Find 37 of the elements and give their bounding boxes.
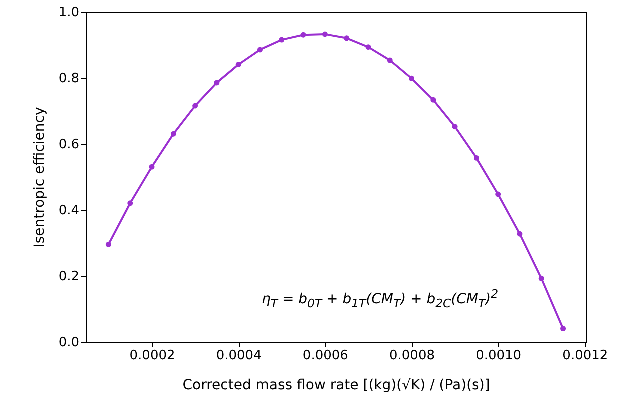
x-tick-label: 0.0008 — [390, 348, 436, 364]
point — [258, 47, 263, 53]
point — [517, 231, 523, 237]
point — [149, 164, 155, 170]
point — [409, 76, 414, 82]
point — [452, 124, 458, 130]
point — [344, 36, 350, 42]
x-tick-label: 0.0010 — [476, 348, 522, 364]
y-tick-label: 0.6 — [58, 138, 80, 152]
point — [322, 32, 328, 38]
y-tick-label: 1.0 — [58, 6, 80, 20]
x-tick-label: 0.0004 — [216, 348, 262, 364]
point — [560, 326, 566, 332]
point — [300, 32, 306, 38]
point — [170, 131, 176, 137]
x-axis-title: Corrected mass flow rate [(kg)(√K) / (Pa)(s)] — [182, 378, 490, 394]
point — [430, 97, 436, 103]
point — [128, 200, 134, 206]
point — [366, 44, 372, 50]
point — [279, 37, 285, 43]
x-tick-label: 0.0012 — [562, 348, 608, 364]
y-tick-label: 0.8 — [58, 72, 80, 86]
y-tick-label: 0.4 — [58, 204, 80, 218]
point — [387, 58, 393, 64]
point — [496, 192, 502, 198]
y-tick-label: 0.0 — [58, 336, 80, 350]
point — [192, 103, 198, 109]
point — [474, 155, 480, 161]
x-tick-label: 0.0002 — [130, 348, 176, 364]
x-tick-label: 0.0006 — [302, 348, 348, 364]
point — [538, 276, 544, 282]
text: η$_{T}$ = b$_{0T}$ + b$_{1T}$(CM$_{T}$) + b$_{2C}$(CM$_{T}$)$^{2}$ — [262, 287, 498, 310]
y-tick-label: 0.2 — [58, 270, 80, 284]
y-axis-title: Isentropic efficiency — [32, 107, 48, 248]
point — [214, 80, 220, 86]
point — [106, 242, 112, 248]
point — [236, 62, 242, 68]
